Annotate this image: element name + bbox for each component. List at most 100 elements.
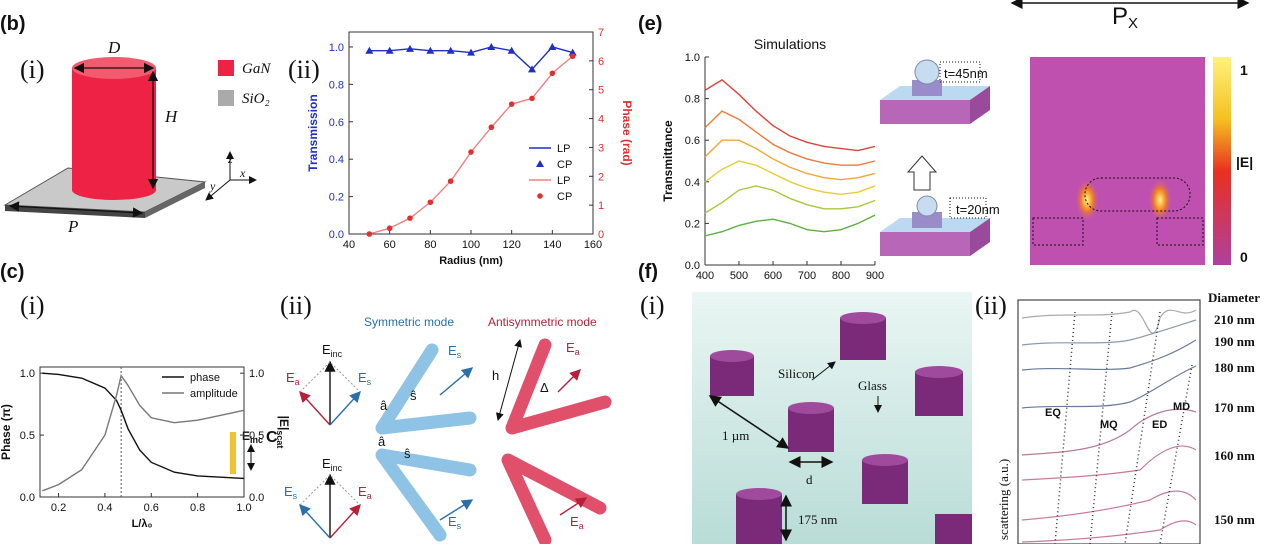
y2-axis-title: Phase (rad) [620, 100, 634, 165]
series-line [704, 214, 876, 237]
mode-title: Symmetric mode [364, 315, 454, 329]
vector-sub: a [367, 491, 372, 501]
y2-tick-label: 0.0 [249, 492, 264, 504]
vector-sub: s [457, 521, 462, 531]
marker [467, 48, 475, 56]
pillar-top [710, 350, 754, 362]
spectrum [1021, 520, 1197, 543]
y-tick-label: 0.4 [685, 177, 700, 189]
y-tick-label: 0.0 [20, 492, 35, 504]
y2-tick-label: 1 [598, 200, 604, 212]
vector-sub: s [457, 350, 462, 360]
x-tick-label: 60 [384, 239, 396, 251]
plot-frame [348, 31, 594, 235]
pillar [862, 460, 908, 504]
spectra [1021, 309, 1197, 543]
x-tick-label: 500 [730, 270, 748, 282]
spectrum [1021, 339, 1197, 371]
vector-label: Einc [322, 342, 343, 359]
dim-label: d [806, 472, 813, 487]
legend-label: amplitude [190, 388, 238, 400]
x-tick-label: 0.6 [144, 502, 159, 514]
period-label: PX [1112, 3, 1138, 32]
dim-label: H [164, 107, 179, 126]
x-tick-label: 140 [543, 239, 561, 251]
vector-sub: a [579, 521, 584, 531]
y2-axis-text: |E| [277, 416, 291, 431]
y-tick-label: 1.0 [685, 52, 700, 64]
y2-tick-label: 3 [598, 142, 604, 154]
diameter-label: 180 nm [1214, 360, 1255, 375]
mode-label: MQ [1100, 419, 1118, 431]
pillar [788, 408, 834, 452]
vector-label: Es [284, 484, 298, 501]
chart-title: Simulations [754, 36, 826, 52]
guide [1054, 311, 1076, 544]
marker [568, 48, 577, 56]
vector [439, 499, 474, 521]
y-tick-label: 0.2 [685, 218, 700, 230]
y-axis-title: Transmission [306, 94, 320, 171]
hot-spot [1075, 178, 1099, 222]
mode-label: EQ [1045, 407, 1061, 419]
vector-text: E [448, 343, 457, 358]
y-axis-title: Phase (π) [0, 404, 13, 460]
marker [507, 46, 516, 54]
vector-sub: a [575, 347, 580, 357]
colorbar [1213, 57, 1231, 265]
vector-text: E [322, 342, 331, 357]
vector-text: E [358, 484, 367, 499]
outline [1156, 217, 1204, 246]
vector-label: ŝ [404, 446, 411, 461]
pillar [736, 494, 782, 544]
x-tick-label: 1.0 [236, 502, 251, 514]
panel-label: (e) [638, 13, 662, 35]
y-tick-label: 0.8 [685, 94, 700, 106]
vector-text: E [284, 484, 293, 499]
substrate [880, 232, 970, 256]
vector-label: Es [358, 370, 372, 387]
series-line [42, 373, 245, 492]
dim-arrow [495, 339, 523, 421]
y2-tick-label: 4 [598, 114, 604, 126]
pointer [811, 361, 836, 381]
spectrum [1021, 309, 1197, 334]
pillar [935, 514, 972, 544]
series-line [42, 372, 245, 480]
series-line [704, 160, 876, 195]
pillar [710, 356, 754, 396]
vector-label: Einc [322, 456, 343, 473]
vector-sub: inc [331, 349, 343, 359]
vector-label: Δ [540, 380, 549, 395]
subpanel-label: (i) [640, 291, 665, 320]
marker [446, 46, 455, 54]
vector-label: Es [448, 343, 462, 360]
y-tick-label: 0.0 [685, 260, 700, 272]
x-tick-label: 160 [584, 239, 602, 251]
symmetric-rod [375, 448, 477, 542]
mode-title: Antisymmetric mode [488, 315, 597, 329]
vector-text: h [492, 368, 499, 383]
antisymmetric-rod [501, 453, 607, 544]
legend-swatch [218, 60, 234, 76]
marker [536, 160, 544, 167]
period-text: P [1112, 3, 1128, 30]
dim-arrow [8, 201, 144, 218]
panel-mark: C [266, 429, 278, 446]
y2-tick-label: 0 [598, 229, 604, 241]
marker [488, 124, 495, 131]
period-sub: X [1128, 15, 1138, 32]
y-tick-label: 0.6 [329, 117, 344, 129]
colorbar-label: |E| [1236, 154, 1253, 170]
vector-text: E [286, 370, 295, 385]
y2-tick-label: 6 [598, 56, 604, 68]
x-tick-label: 40 [343, 239, 355, 251]
panel-label: (b) [0, 13, 26, 35]
vector-text: ŝ [404, 446, 411, 461]
y2-tick-label: 7 [598, 27, 604, 39]
colorbar-min: 0 [1240, 249, 1248, 265]
diameter-label: 170 nm [1214, 400, 1255, 415]
series-line [704, 139, 876, 181]
thickness-box [949, 197, 987, 219]
marker [528, 65, 536, 73]
